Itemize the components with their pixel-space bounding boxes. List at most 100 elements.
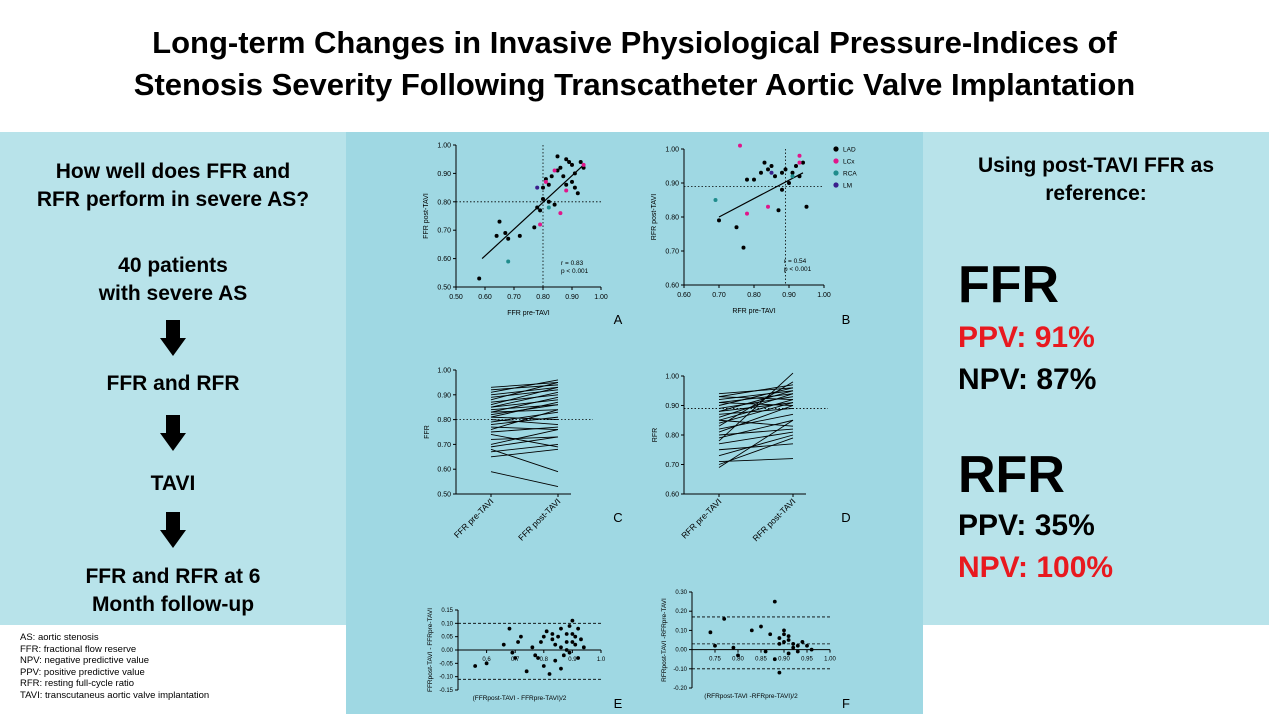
y-tick-label: 0.70 — [665, 462, 679, 469]
data-point — [759, 624, 763, 629]
data-point-lad — [494, 233, 499, 238]
data-point — [510, 650, 515, 655]
legend-label-lad: LAD — [843, 147, 856, 154]
data-point-lad — [575, 191, 580, 196]
paired-line — [718, 443, 794, 451]
paired-line — [490, 381, 559, 401]
data-point-lad — [564, 182, 569, 187]
data-point-lcx — [543, 179, 548, 184]
data-point — [553, 658, 558, 663]
data-point — [579, 637, 583, 642]
paired-line — [490, 384, 559, 391]
x-tick-label: 0.95 — [801, 657, 813, 663]
data-point-lad — [794, 164, 798, 168]
paired-line — [490, 411, 559, 423]
data-point-lad — [572, 171, 577, 176]
paired-line — [718, 428, 794, 436]
data-point — [507, 626, 512, 631]
y-tick-label: 0.15 — [441, 608, 453, 614]
legend-marker-rca — [833, 170, 839, 176]
paired-line — [490, 436, 559, 440]
data-point — [777, 670, 782, 675]
paired-line — [490, 436, 559, 448]
data-point — [547, 672, 552, 676]
data-point-lad — [532, 225, 537, 230]
x-tick-label: 1.00 — [824, 657, 836, 663]
data-point — [722, 616, 727, 621]
y-tick-label: 0.90 — [437, 171, 451, 178]
y-axis-label: RFR post-TAVI — [651, 194, 658, 240]
y-tick-label: 0.60 — [437, 467, 451, 474]
data-point-lcx — [558, 211, 563, 216]
paired-line — [490, 409, 559, 430]
data-point — [763, 649, 768, 654]
down-arrow-icon — [160, 512, 186, 548]
data-point-lad — [570, 162, 574, 167]
step-tavi: TAVI — [150, 472, 196, 495]
x-tick-label: 1.00 — [817, 292, 831, 299]
paired-line — [718, 431, 794, 445]
paired-line — [718, 458, 794, 462]
data-point — [809, 647, 814, 652]
y-tick-label: -0.05 — [439, 661, 453, 667]
title-line-1: Long-term Changes in Invasive Physiologi… — [152, 25, 1117, 60]
data-point-lad — [734, 225, 739, 230]
category-label: FFR post-TAVI — [516, 496, 562, 542]
data-point — [768, 632, 773, 637]
data-point-lad — [769, 164, 774, 168]
data-point-lad — [776, 208, 781, 213]
data-point — [513, 656, 518, 660]
paired-line — [718, 419, 794, 468]
abbreviation-item: AS: aortic stenosis — [20, 632, 99, 643]
paired-line — [490, 471, 559, 487]
rfr-ppv: PPV: 35% — [958, 509, 1095, 542]
data-point — [556, 634, 560, 639]
data-point — [786, 634, 791, 639]
step-ffr-rfr: FFR and RFR — [106, 372, 240, 395]
step-followup-line-2: Month follow-up — [91, 593, 255, 616]
paired-line — [718, 419, 794, 439]
data-point — [524, 669, 529, 674]
page-title: Long-term Changes in Invasive Physiologi… — [0, 22, 1269, 106]
data-point-lad — [535, 205, 540, 210]
data-point-lad — [546, 199, 551, 204]
correlation-r: r = 0.54 — [784, 258, 807, 265]
rfr-npv: NPV: 100% — [958, 551, 1114, 584]
y-tick-label: 0.30 — [675, 590, 687, 596]
data-point — [772, 599, 777, 604]
data-point-lad — [538, 208, 543, 213]
data-point-lad — [717, 218, 721, 223]
data-point — [777, 636, 782, 640]
data-point-lad — [804, 204, 809, 209]
data-point-lad — [549, 174, 554, 179]
data-point-lad — [578, 160, 583, 165]
data-point-lad — [497, 219, 502, 224]
x-tick-label: 0.6 — [482, 657, 491, 663]
data-point — [772, 657, 777, 662]
y-tick-label: 0.60 — [437, 256, 451, 263]
abbreviation-item: FFR: fractional flow reserve — [20, 643, 137, 655]
data-point — [791, 645, 796, 650]
data-point-lad — [759, 170, 763, 175]
x-tick-label: 0.80 — [732, 657, 744, 663]
data-point — [731, 645, 736, 650]
x-axis-label: (RFRpost-TAVI -RFRpre-TAVI)/2 — [704, 693, 798, 700]
x-tick-label: 0.80 — [747, 292, 761, 299]
data-point — [795, 649, 800, 654]
data-point — [567, 650, 572, 655]
y-axis-label: FFRpost-TAVI - FFRpre-TAVI — [427, 608, 434, 692]
paired-line — [490, 448, 559, 473]
data-point-lcx — [564, 188, 569, 193]
data-point — [473, 664, 478, 668]
rfr-title: RFR — [958, 446, 1065, 504]
data-point-rca — [546, 205, 551, 210]
data-point-lad — [787, 181, 791, 185]
paired-line — [718, 396, 794, 409]
paired-line — [718, 390, 794, 412]
paired-line — [490, 416, 559, 421]
y-tick-label: -0.20 — [673, 686, 687, 692]
data-point-lad — [780, 187, 784, 192]
data-point — [553, 642, 558, 647]
paired-line — [490, 391, 559, 408]
data-point-rca — [506, 259, 511, 264]
